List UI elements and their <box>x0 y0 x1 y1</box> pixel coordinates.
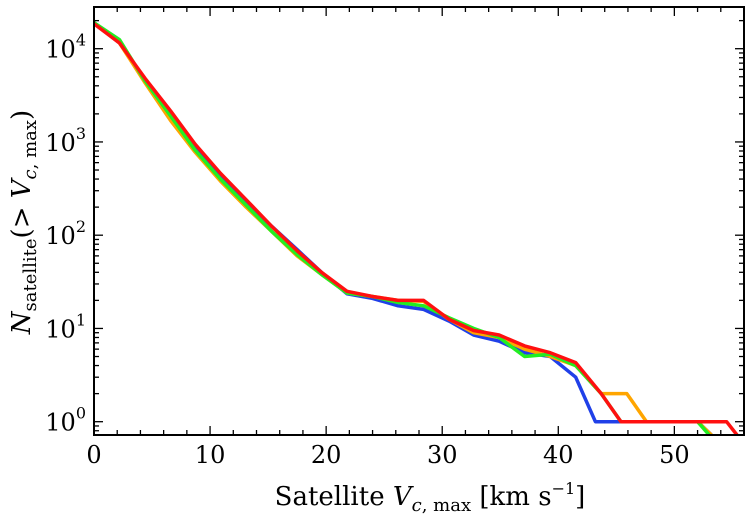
x-tick-label: 50 <box>659 441 690 469</box>
series-line-4 <box>94 22 739 435</box>
y-axis-label-open: (> <box>7 198 37 238</box>
x-tick-label: 10 <box>195 441 226 469</box>
x-axis-label-symbol: V <box>393 482 414 512</box>
y-axis-label-close: ) <box>7 110 37 120</box>
x-tick-label: 30 <box>427 441 458 469</box>
x-tick-label: 0 <box>86 441 101 469</box>
y-axis-label-symbol: N <box>7 310 37 335</box>
x-tick-label: 40 <box>543 441 574 469</box>
x-tick-label: 20 <box>311 441 342 469</box>
y-axis-label: Nsatellite(> Vc, max) <box>7 110 41 335</box>
series-line-2 <box>94 21 713 435</box>
series-line-3 <box>94 21 711 435</box>
x-axis-label-unit-open: [km s <box>471 482 551 512</box>
y-axis-label-subscript: satellite <box>20 238 41 311</box>
y-tick-label: 103 <box>45 124 86 157</box>
y-axis-label-v-subscript: c, max <box>20 120 41 180</box>
x-axis-label: Satellite Vc, max [km s−1] <box>275 479 586 516</box>
x-axis-label-subscript: c, max <box>412 495 472 516</box>
y-tick-label: 101 <box>45 310 86 343</box>
y-axis-label-v: V <box>7 177 37 198</box>
series-layer <box>94 21 739 435</box>
plot-frame <box>93 6 745 436</box>
x-axis-label-unit-exponent: −1 <box>552 479 576 498</box>
x-axis-label-text: Satellite <box>275 482 393 512</box>
y-tick-label: 104 <box>45 31 86 64</box>
tick-labels-layer: 0 10 20 30 40 50 100 101 102 103 104 <box>45 31 689 469</box>
ticks-layer <box>93 7 745 435</box>
x-axis-label-unit-close: ] <box>575 482 585 512</box>
series-line-1 <box>94 21 713 435</box>
y-tick-label: 100 <box>45 404 86 437</box>
y-tick-label: 102 <box>45 217 86 250</box>
